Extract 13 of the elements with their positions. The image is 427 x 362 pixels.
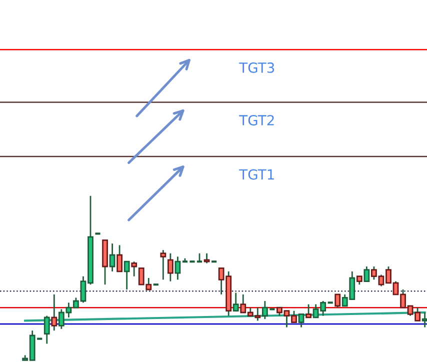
candlestick bbox=[204, 252, 210, 264]
candlestick bbox=[44, 315, 50, 344]
candlestick bbox=[364, 266, 370, 282]
candlestick bbox=[174, 256, 181, 280]
ref-line-label: TGT3 bbox=[239, 62, 274, 73]
ref-line-label: TGT1 bbox=[239, 169, 274, 180]
candlestick bbox=[422, 312, 427, 328]
candlestick bbox=[160, 249, 166, 280]
ref-line-label: TGT2 bbox=[239, 114, 274, 126]
candlestick bbox=[109, 242, 116, 272]
candlestick bbox=[298, 313, 304, 328]
candlestick bbox=[232, 292, 239, 312]
candlestick bbox=[124, 260, 130, 290]
